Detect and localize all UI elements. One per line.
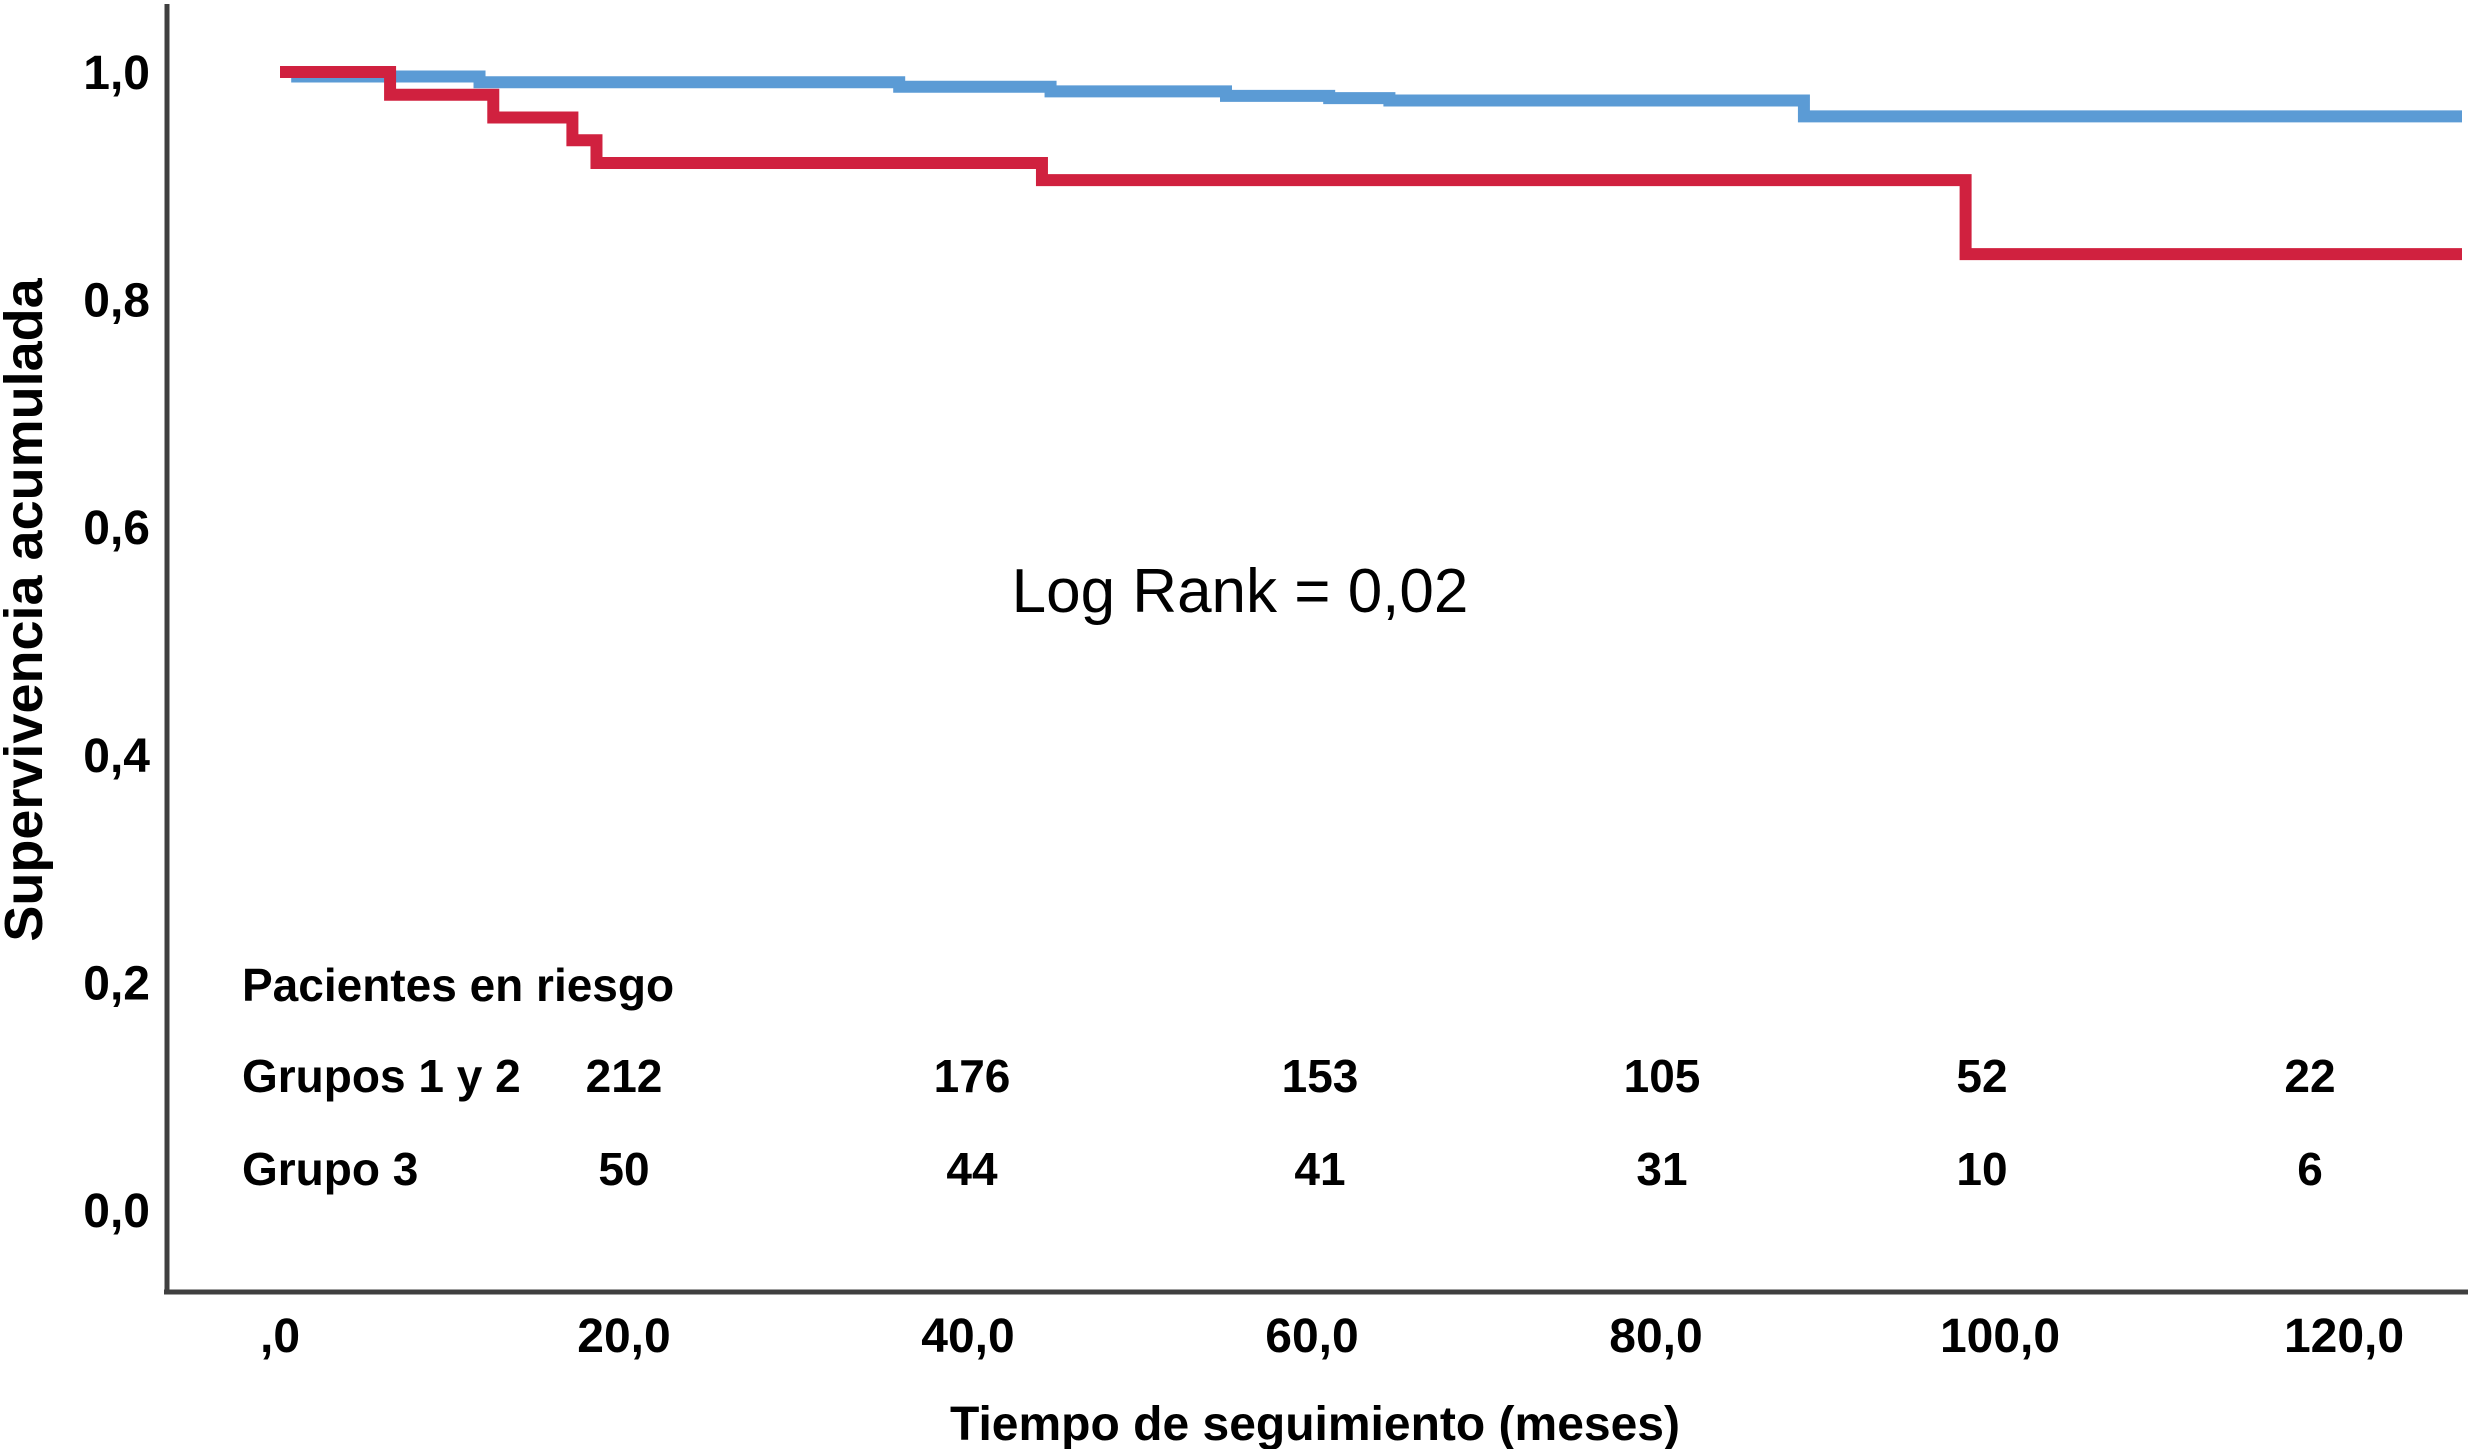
log-rank-annotation: Log Rank = 0,02 bbox=[1012, 557, 1469, 626]
risk-table: Pacientes en riesgo Grupos 1 y 2 212 176 15… bbox=[242, 959, 2336, 1195]
risk-count: 176 bbox=[934, 1050, 1011, 1102]
x-tick-label: 60,0 bbox=[1265, 1310, 1358, 1363]
risk-count: 6 bbox=[2297, 1143, 2323, 1195]
risk-count: 41 bbox=[1294, 1143, 1345, 1195]
risk-table-header: Pacientes en riesgo bbox=[242, 959, 674, 1011]
x-tick-label: 100,0 bbox=[1940, 1310, 2060, 1363]
y-tick-label: 0,2 bbox=[83, 957, 150, 1010]
x-tick-label: ,0 bbox=[260, 1310, 300, 1363]
risk-count: 105 bbox=[1624, 1050, 1701, 1102]
risk-row-label: Grupo 3 bbox=[242, 1143, 418, 1195]
x-axis-title: Tiempo de seguimiento (meses) bbox=[950, 1398, 1680, 1449]
risk-count: 50 bbox=[598, 1143, 649, 1195]
risk-count: 212 bbox=[586, 1050, 663, 1102]
x-tick-label: 120,0 bbox=[2284, 1310, 2404, 1363]
x-tick-label: 80,0 bbox=[1609, 1310, 1702, 1363]
risk-count: 31 bbox=[1636, 1143, 1687, 1195]
x-tick-label: 20,0 bbox=[577, 1310, 670, 1363]
y-tick-label: 0,4 bbox=[83, 730, 150, 783]
survival-curve-grupos-1-2 bbox=[280, 66, 2462, 123]
y-axis-ticks: 0,0 0,2 0,4 0,6 0,8 1,0 bbox=[83, 47, 150, 1238]
y-axis-title: Supervivencia acumulada bbox=[0, 277, 54, 941]
risk-count: 52 bbox=[1956, 1050, 2007, 1102]
risk-row-label: Grupos 1 y 2 bbox=[242, 1050, 521, 1102]
x-tick-label: 40,0 bbox=[921, 1310, 1014, 1363]
survival-curve-grupo-3 bbox=[280, 66, 2462, 261]
y-tick-label: 0,6 bbox=[83, 502, 150, 555]
y-tick-label: 0,0 bbox=[83, 1185, 150, 1238]
risk-count: 22 bbox=[2284, 1050, 2335, 1102]
risk-count: 44 bbox=[946, 1143, 998, 1195]
risk-count: 153 bbox=[1282, 1050, 1359, 1102]
x-axis-ticks: ,0 20,0 40,0 60,0 80,0 100,0 120,0 bbox=[260, 1310, 2404, 1363]
survival-curves bbox=[280, 66, 2462, 261]
y-tick-label: 1,0 bbox=[83, 47, 150, 100]
risk-count: 10 bbox=[1956, 1143, 2007, 1195]
y-tick-label: 0,8 bbox=[83, 275, 150, 328]
